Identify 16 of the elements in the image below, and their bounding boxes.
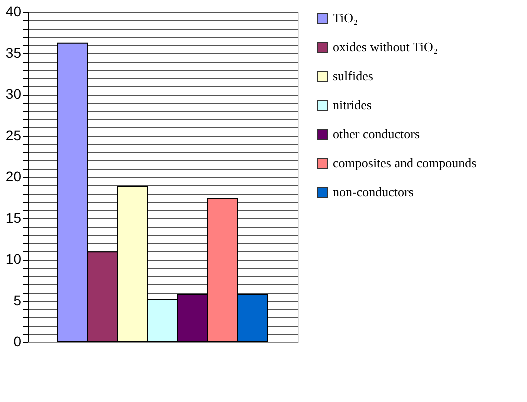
legend-label: TiO₂ — [333, 10, 358, 26]
y-tick-label: 15 — [6, 210, 22, 226]
legend-label: composites and compounds — [333, 156, 477, 170]
legend-label: nitrides — [333, 98, 372, 112]
legend-label: non-conductors — [333, 184, 414, 200]
legend-label: other conductors — [333, 126, 420, 142]
y-tick-label: 5 — [14, 292, 22, 308]
y-tick-label: 20 — [6, 168, 22, 184]
y-tick-label: 40 — [6, 4, 22, 20]
legend-label: oxides without TiO₂ — [333, 40, 438, 54]
y-tick-label: 25 — [6, 127, 22, 144]
y-tick-label: 35 — [6, 44, 22, 61]
legend-label: sulfides — [333, 68, 374, 84]
y-tick-label: 30 — [6, 86, 22, 102]
y-tick-label: 0 — [14, 334, 22, 350]
y-tick-label: 10 — [6, 251, 22, 267]
